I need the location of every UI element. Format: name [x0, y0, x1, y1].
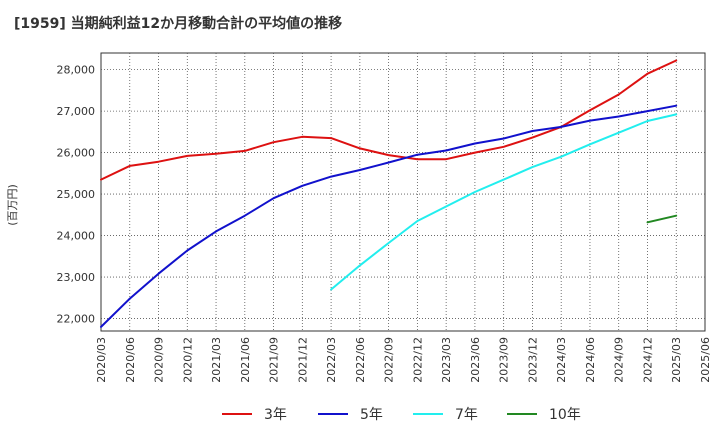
series-line-3年: [100, 59, 678, 181]
y-tick-label: 24,000: [57, 230, 96, 243]
x-tick-label: 2021/12: [296, 337, 309, 383]
series-line-10年: [646, 214, 678, 224]
y-tick-label: 27,000: [57, 105, 96, 118]
x-tick-label: 2023/09: [498, 337, 511, 383]
legend-label: 7年: [455, 407, 478, 423]
x-tick-label: 2022/12: [411, 337, 424, 383]
y-tick-label: 28,000: [57, 64, 96, 77]
y-tick-label: 26,000: [57, 147, 96, 160]
x-tick-label: 2025/03: [670, 337, 683, 383]
series-line-5年: [100, 104, 678, 328]
x-tick-label: 2023/12: [526, 337, 539, 383]
series-lines: [100, 59, 678, 328]
x-tick-label: 2022/03: [325, 337, 338, 383]
x-tick-label: 2021/09: [268, 337, 281, 383]
x-tick-label: 2020/09: [153, 337, 166, 383]
x-tick-label: 2024/06: [584, 337, 597, 383]
x-tick-label: 2022/06: [354, 337, 367, 383]
x-axis-ticks: 2020/03 2020/06 2020/09 2020/12 2021/03 2021/…: [95, 337, 712, 383]
grid-lines: [101, 53, 705, 331]
x-tick-label: 2024/09: [613, 337, 626, 383]
x-tick-label: 2021/06: [239, 337, 252, 383]
y-tick-label: 22,000: [57, 313, 96, 326]
legend-label: 5年: [360, 407, 383, 423]
plot-area: [100, 52, 706, 332]
x-tick-label: 2020/06: [124, 337, 137, 383]
x-tick-label: 2020/03: [95, 337, 108, 383]
y-axis-ticks: 22,000 23,000 24,000 25,000 26,000 27,000 28,0…: [57, 64, 96, 326]
x-tick-label: 2024/12: [641, 337, 654, 383]
legend-label: 10年: [549, 407, 581, 423]
y-tick-label: 25,000: [57, 188, 96, 201]
x-tick-label: 2023/03: [440, 337, 453, 383]
x-tick-label: 2024/03: [555, 337, 568, 383]
y-axis-label: (百万円): [6, 184, 19, 226]
legend: 3年 5年 7年 10年: [222, 407, 581, 423]
chart-title: [1959] 当期純利益12か月移動合計の平均値の推移: [14, 15, 342, 32]
x-tick-label: 2021/03: [210, 337, 223, 383]
series-line-7年: [330, 113, 678, 291]
x-tick-label: 2022/09: [383, 337, 396, 383]
y-tick-label: 23,000: [57, 271, 96, 284]
x-tick-label: 2023/06: [469, 337, 482, 383]
legend-label: 3年: [264, 407, 287, 423]
x-tick-label: 2020/12: [181, 337, 194, 383]
x-tick-label: 2025/06: [699, 337, 712, 383]
